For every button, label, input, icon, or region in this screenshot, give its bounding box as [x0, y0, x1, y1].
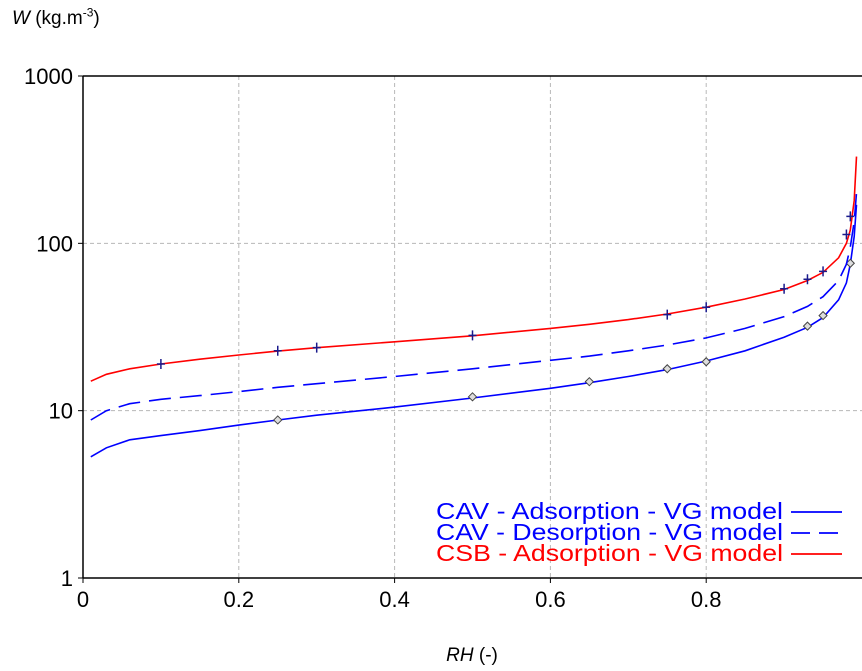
x-axis-variable: RH: [446, 645, 474, 666]
y-axis-label: W (kg.m-3): [12, 5, 100, 30]
data-point-diamond: [662, 364, 672, 374]
data-point-diamond: [584, 376, 595, 387]
legend-label-2: CAV - Desorption - VG model: [436, 519, 783, 545]
y-tick-label: 1000: [24, 64, 73, 89]
data-point-diamond: [273, 415, 283, 425]
data-point-plus: [273, 345, 282, 356]
series-line-3: [90, 156, 858, 382]
x-tick-label: 0: [77, 587, 89, 612]
data-point-plus: [156, 359, 165, 370]
x-axis-label: RH (-): [0, 645, 862, 667]
series-line-1: [90, 204, 858, 458]
x-axis-unit: (-): [473, 645, 498, 666]
x-tick-label: 0.2: [224, 587, 255, 612]
y-axis-unit-exponent: -3: [82, 5, 94, 20]
axes: 0 0.2 0.4 0.6 0.8 1 10 100 1000: [24, 64, 862, 612]
data-point-diamond: [467, 392, 478, 402]
x-tick-label: 0.6: [535, 587, 566, 612]
x-tick-label: 0.8: [691, 587, 722, 612]
data-point-plus: [312, 342, 321, 353]
data-point-plus: [702, 302, 711, 313]
data-point-plus: [819, 266, 828, 277]
y-tick-label: 10: [49, 399, 73, 424]
data-point-plus: [842, 229, 851, 240]
grid: [83, 76, 862, 578]
data-point-diamond: [818, 310, 828, 321]
y-axis-unit: (kg.m: [29, 8, 83, 29]
data-point-diamond: [701, 357, 711, 367]
data-point-plus: [846, 211, 855, 222]
series-group: [90, 156, 858, 458]
data-point-plus: [663, 309, 672, 320]
data-point-plus: [780, 283, 789, 294]
series-line-2: [90, 192, 858, 421]
y-tick-label: 100: [36, 231, 73, 256]
y-tick-label: 1: [61, 566, 73, 591]
data-point-diamond: [802, 321, 813, 331]
y-axis-variable: W: [12, 8, 30, 29]
y-axis-unit-close: ): [93, 8, 100, 29]
x-tick-label: 0.4: [379, 587, 410, 612]
legend-label-3: CSB - Adsorption - VG model: [436, 540, 783, 566]
legend-label-1: CAV - Adsorption - VG model: [436, 498, 783, 524]
data-point-plus: [468, 330, 477, 341]
data-point-plus: [803, 274, 812, 285]
